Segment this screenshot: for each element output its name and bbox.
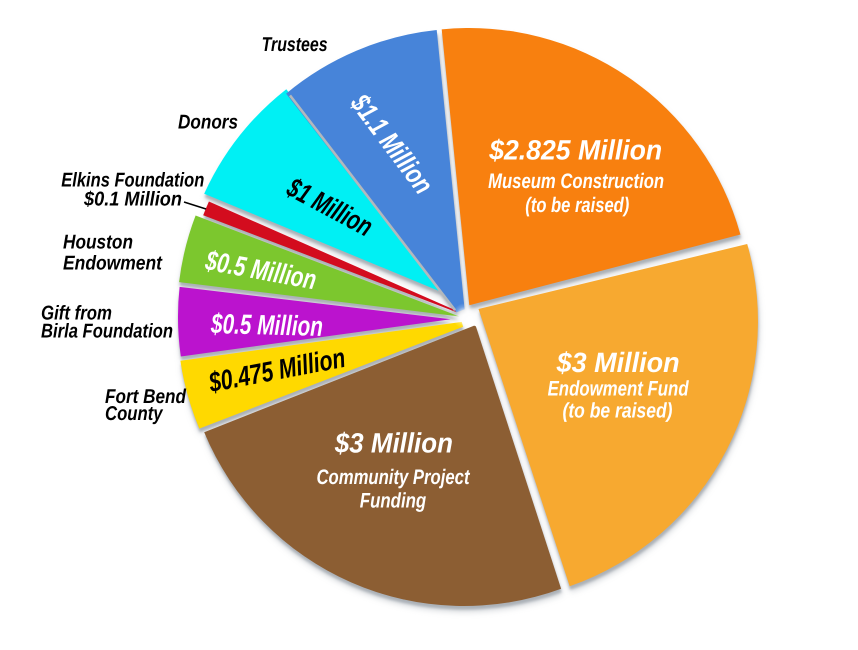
- svg-text:Endowment Fund: Endowment Fund: [548, 378, 690, 401]
- svg-text:$0.5 Million: $0.5 Million: [210, 308, 324, 342]
- svg-text:Trustees: Trustees: [262, 34, 328, 56]
- svg-text:Community Project: Community Project: [317, 466, 471, 489]
- svg-text:$2.825 Million: $2.825 Million: [488, 135, 662, 166]
- svg-text:Donors: Donors: [178, 112, 238, 134]
- svg-text:Gift from: Gift from: [41, 303, 112, 325]
- svg-text:$3 Million: $3 Million: [556, 347, 680, 378]
- svg-text:Houston: Houston: [63, 232, 133, 254]
- svg-text:County: County: [105, 403, 163, 425]
- svg-text:Funding: Funding: [360, 489, 427, 512]
- svg-text:(to be raised): (to be raised): [563, 400, 673, 423]
- svg-text:Endowment: Endowment: [63, 253, 163, 275]
- svg-text:Elkins Foundation: Elkins Foundation: [61, 170, 204, 192]
- svg-text:Museum Construction: Museum Construction: [488, 170, 664, 193]
- svg-text:$3 Million: $3 Million: [334, 427, 453, 458]
- svg-text:Fort Bend: Fort Bend: [105, 386, 187, 408]
- svg-text:Birla Foundation: Birla Foundation: [41, 321, 173, 343]
- svg-text:(to be raised): (to be raised): [525, 194, 629, 217]
- svg-text:$0.1 Million: $0.1 Million: [83, 189, 182, 211]
